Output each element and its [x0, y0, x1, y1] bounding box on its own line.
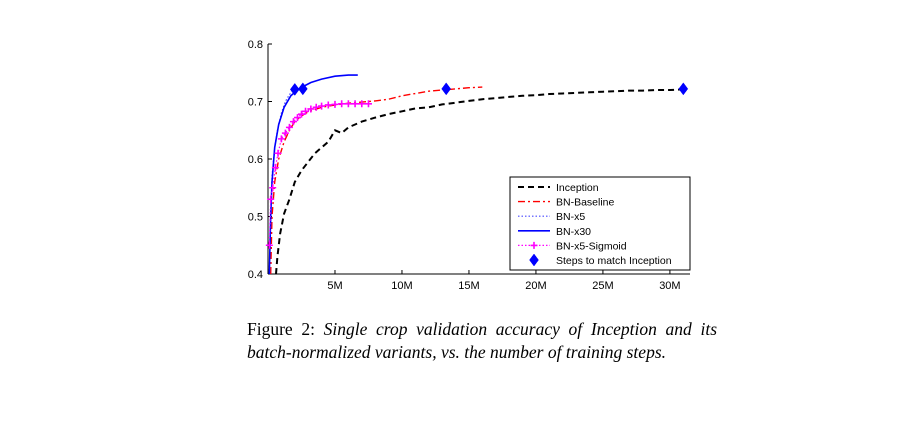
x-tick-label: 25M	[592, 280, 613, 292]
series-steps-to-match-inception	[289, 82, 689, 96]
series-line	[268, 74, 358, 275]
series-point	[307, 105, 315, 113]
legend-entry: BN-x30	[518, 226, 591, 238]
series-bn-baseline	[270, 86, 483, 275]
series-point	[312, 103, 320, 111]
chart-axes: 0.4 0.5 0.6 0.7 0.8 5M 10M 15M 20M 25M 30M	[248, 39, 690, 292]
series-bn-x5-sigmoid	[265, 100, 372, 249]
series-point	[269, 184, 277, 192]
legend-label: Steps to match Inception	[556, 255, 672, 267]
series-point	[351, 100, 359, 108]
series-point	[338, 100, 346, 108]
series-point	[271, 164, 279, 172]
series-point	[285, 123, 293, 131]
legend-entry: BN-x5-Sigmoid	[518, 240, 627, 252]
legend-marker	[530, 241, 538, 249]
series-point	[364, 100, 372, 108]
series-point	[302, 107, 310, 115]
chart-legend: Inception BN-Baseline BN-x5 BN-x30 BN-x5-Sig…	[509, 176, 691, 271]
series-line	[270, 86, 483, 275]
figure-caption: Figure 2: Single crop validation accurac…	[247, 318, 717, 364]
x-tick-label: 20M	[525, 280, 546, 292]
legend-label: BN-Baseline	[556, 197, 615, 209]
legend-label: BN-x30	[556, 226, 591, 238]
legend-entry: BN-x5	[518, 211, 585, 223]
x-tick-label: 10M	[391, 280, 412, 292]
series-point	[441, 82, 451, 96]
series-point	[281, 129, 289, 137]
x-tick-label: 30M	[659, 280, 680, 292]
caption-text: Single crop validation accuracy of Incep…	[247, 319, 718, 362]
series-bn-x30	[268, 74, 358, 275]
series-point	[293, 114, 301, 122]
accuracy-chart: 0.4 0.5 0.6 0.7 0.8 5M 10M 15M 20M 25M 30M Incepti…	[248, 39, 691, 292]
y-tick-label: 0.6	[248, 154, 263, 166]
legend-label: Inception	[556, 182, 599, 194]
legend-entry: Inception	[518, 182, 599, 194]
legend-label: BN-x5	[556, 211, 585, 223]
series-line	[275, 88, 684, 275]
legend-entry: BN-Baseline	[518, 197, 615, 209]
series-point	[267, 195, 275, 203]
series-point	[277, 135, 285, 143]
series-point	[298, 82, 308, 96]
legend-swatch	[529, 253, 539, 267]
x-tick-label: 15M	[458, 280, 479, 292]
chart-series	[265, 74, 689, 275]
caption-label: Figure 2:	[247, 319, 315, 339]
series-inception	[275, 88, 684, 275]
series-point	[318, 102, 326, 110]
series-point	[358, 100, 366, 108]
series-point	[331, 100, 339, 108]
series-point	[678, 82, 689, 96]
series-point	[265, 241, 273, 249]
y-tick-label: 0.4	[248, 269, 263, 281]
series-point	[274, 149, 282, 157]
series-point	[344, 100, 352, 108]
series-point	[289, 118, 297, 126]
y-tick-label: 0.8	[248, 39, 263, 51]
series-point	[297, 110, 305, 118]
y-tick-label: 0.7	[248, 97, 263, 109]
legend-box	[509, 176, 691, 271]
x-tick-label: 5M	[327, 280, 342, 292]
legend-label: BN-x5-Sigmoid	[556, 240, 627, 252]
y-tick-label: 0.5	[248, 212, 263, 224]
legend-entry: Steps to match Inception	[529, 253, 672, 267]
series-point	[289, 83, 300, 96]
series-line	[268, 103, 369, 246]
series-point	[324, 101, 332, 109]
